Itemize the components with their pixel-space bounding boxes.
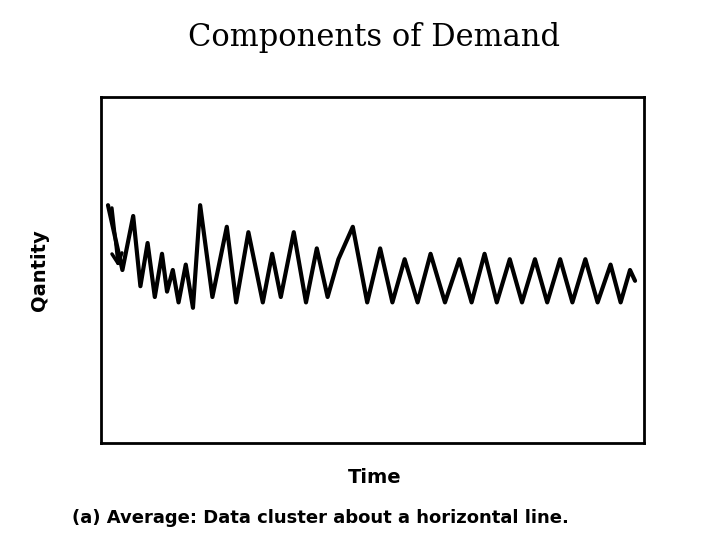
Text: Qantity: Qantity xyxy=(30,229,49,311)
Text: (a) Average: Data cluster about a horizontal line.: (a) Average: Data cluster about a horizo… xyxy=(72,509,569,528)
Text: Components of Demand: Components of Demand xyxy=(189,22,560,53)
Text: Time: Time xyxy=(348,468,401,488)
